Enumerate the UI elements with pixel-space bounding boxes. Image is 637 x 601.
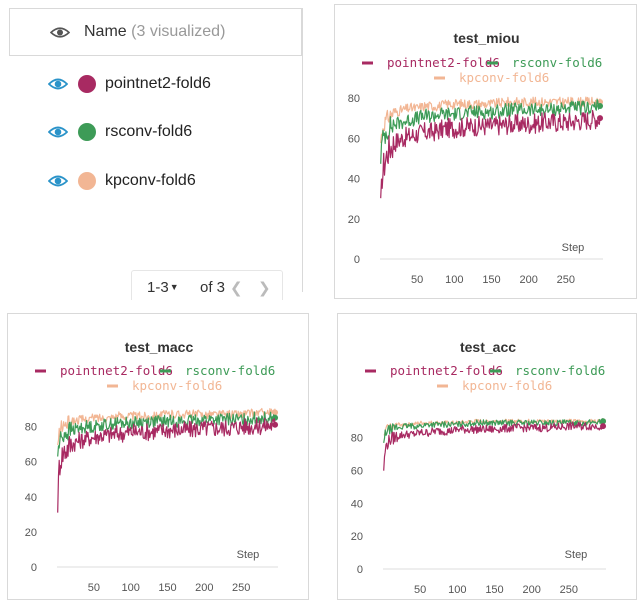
chart-svg: test_miou pointnet2-fold6 rsconv-fold6kpco… bbox=[348, 30, 604, 286]
page-range-select[interactable]: 1-3▼ bbox=[147, 279, 179, 296]
legend-label[interactable]: kpconv-fold6 bbox=[462, 378, 552, 393]
run-color-dot[interactable] bbox=[78, 123, 96, 141]
series-line-rsconv-fold6[interactable] bbox=[383, 418, 604, 444]
chart-panel-test-macc: test_macc pointnet2-fold6 rsconv-fold6 kpco… bbox=[7, 313, 309, 600]
x-tick-label: 100 bbox=[445, 274, 463, 286]
y-tick-label: 20 bbox=[351, 531, 363, 543]
y-tick-label: 80 bbox=[25, 422, 37, 434]
chart-svg: test_macc pointnet2-fold6 rsconv-fold6kpco… bbox=[25, 339, 279, 594]
y-tick-label: 40 bbox=[351, 498, 363, 510]
run-name[interactable]: kpconv-fold6 bbox=[105, 172, 196, 189]
name-header-label: Name bbox=[84, 23, 127, 40]
series-line-pointnet2-fold6[interactable] bbox=[57, 417, 276, 513]
chart-title: test_acc bbox=[460, 339, 516, 355]
y-tick-label: 80 bbox=[351, 433, 363, 445]
x-axis-label: Step bbox=[562, 242, 585, 254]
legend-label[interactable]: rsconv-fold6 bbox=[515, 363, 605, 378]
chart-svg: test_acc pointnet2-fold6 rsconv-fold6kpcon… bbox=[351, 339, 607, 596]
run-name[interactable]: pointnet2-fold6 bbox=[105, 75, 211, 92]
series-end-point[interactable] bbox=[600, 418, 607, 425]
name-column-header[interactable]: Name (3 visualized) bbox=[84, 23, 225, 41]
y-tick-label: 20 bbox=[25, 527, 37, 539]
y-tick-label: 60 bbox=[351, 465, 363, 477]
run-row-kpconv[interactable]: kpconv-fold6 bbox=[48, 168, 196, 194]
y-tick-label: 0 bbox=[354, 254, 360, 266]
y-tick-label: 40 bbox=[348, 174, 360, 186]
y-tick-label: 20 bbox=[348, 214, 360, 226]
series-line-pointnet2-fold6[interactable] bbox=[383, 421, 604, 471]
chart-panel-test-miou: test_miou pointnet2-fold6 rsconv-fold6 kpco… bbox=[334, 4, 637, 299]
series-line-pointnet2-fold6[interactable] bbox=[380, 109, 601, 199]
y-tick-label: 80 bbox=[348, 93, 360, 105]
x-tick-label: 150 bbox=[482, 274, 500, 286]
legend-label[interactable]: rsconv-fold6 bbox=[185, 363, 275, 378]
runs-table-header[interactable]: Name (3 visualized) bbox=[9, 8, 302, 56]
run-color-dot[interactable] bbox=[78, 172, 96, 190]
runs-panel: Name (3 visualized) pointnet2-fold6 rsco… bbox=[2, 8, 303, 300]
x-tick-label: 50 bbox=[88, 582, 100, 594]
caret-down-icon: ▼ bbox=[169, 282, 179, 292]
series-line-kpconv-fold6[interactable] bbox=[57, 407, 276, 446]
legend-label[interactable]: kpconv-fold6 bbox=[459, 70, 549, 85]
run-row-rsconv[interactable]: rsconv-fold6 bbox=[48, 119, 192, 145]
page-range-value: 1-3 bbox=[147, 279, 169, 296]
run-name[interactable]: rsconv-fold6 bbox=[105, 123, 193, 140]
chart-panel-test-acc: test_acc pointnet2-fold6 rsconv-fold6 kpcon… bbox=[337, 313, 637, 600]
eye-icon[interactable] bbox=[48, 125, 68, 139]
y-tick-label: 0 bbox=[357, 564, 363, 576]
series-line-rsconv-fold6[interactable] bbox=[380, 99, 601, 164]
x-tick-label: 50 bbox=[414, 584, 426, 596]
y-tick-label: 0 bbox=[31, 562, 37, 574]
legend-label[interactable]: pointnet2-fold6 bbox=[60, 363, 173, 378]
x-tick-label: 250 bbox=[557, 274, 575, 286]
series-end-point[interactable] bbox=[272, 409, 279, 416]
series-line-kpconv-fold6[interactable] bbox=[380, 96, 601, 144]
visualized-count: (3 visualized) bbox=[131, 23, 226, 40]
eye-icon[interactable] bbox=[48, 77, 68, 91]
series-line-rsconv-fold6[interactable] bbox=[57, 411, 276, 457]
x-tick-label: 200 bbox=[195, 582, 213, 594]
x-tick-label: 100 bbox=[448, 584, 466, 596]
legend-label[interactable]: rsconv-fold6 bbox=[512, 55, 602, 70]
page-total: of 3 bbox=[200, 279, 226, 296]
x-axis-label: Step bbox=[237, 549, 260, 561]
x-axis-label: Step bbox=[565, 549, 588, 561]
x-tick-label: 150 bbox=[485, 584, 503, 596]
legend-label[interactable]: pointnet2-fold6 bbox=[390, 363, 503, 378]
run-row-pointnet2[interactable]: pointnet2-fold6 bbox=[48, 71, 211, 97]
run-color-dot[interactable] bbox=[78, 75, 96, 93]
series-end-point[interactable] bbox=[597, 115, 604, 122]
x-tick-label: 200 bbox=[522, 584, 540, 596]
chevron-right-icon[interactable]: ❯ bbox=[258, 280, 271, 297]
x-tick-label: 100 bbox=[121, 582, 139, 594]
x-tick-label: 250 bbox=[560, 584, 578, 596]
y-tick-label: 60 bbox=[348, 133, 360, 145]
chart-title: test_miou bbox=[453, 30, 519, 46]
legend-label[interactable]: kpconv-fold6 bbox=[132, 378, 222, 393]
eye-icon[interactable] bbox=[50, 26, 70, 39]
y-tick-label: 40 bbox=[25, 492, 37, 504]
y-tick-label: 60 bbox=[25, 457, 37, 469]
series-end-point[interactable] bbox=[600, 423, 607, 430]
x-tick-label: 150 bbox=[158, 582, 176, 594]
eye-icon[interactable] bbox=[48, 174, 68, 188]
x-tick-label: 50 bbox=[411, 274, 423, 286]
series-end-point[interactable] bbox=[272, 421, 279, 428]
x-tick-label: 200 bbox=[519, 274, 537, 286]
chart-title: test_macc bbox=[125, 339, 194, 355]
legend-label[interactable]: pointnet2-fold6 bbox=[387, 55, 500, 70]
series-end-point[interactable] bbox=[597, 103, 604, 110]
pagination: 1-3▼ of 3 ❮ ❯ bbox=[131, 270, 283, 300]
x-tick-label: 250 bbox=[232, 582, 250, 594]
chevron-left-icon[interactable]: ❮ bbox=[230, 280, 243, 297]
